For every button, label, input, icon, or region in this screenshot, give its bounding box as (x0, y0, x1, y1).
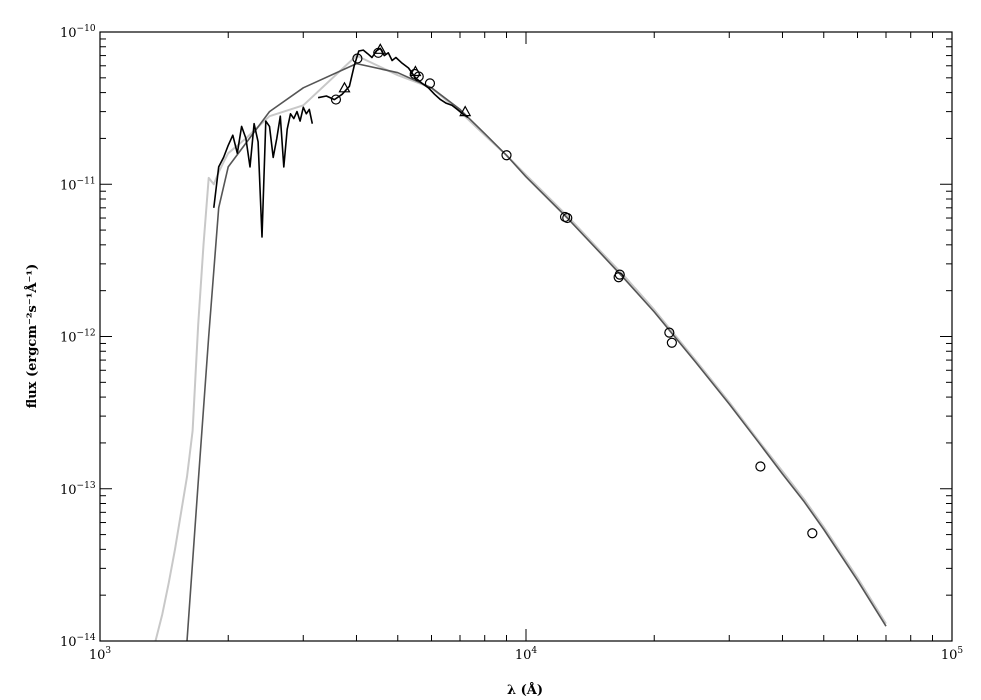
photometry-circle-13 (755, 461, 766, 472)
series-line-0 (154, 54, 887, 641)
photometry-circle-8 (562, 212, 573, 224)
series-line-3 (317, 47, 469, 119)
photometry-circle-7 (559, 211, 571, 223)
y-tick-label: 10−10 (60, 24, 96, 41)
photometry-circle-1 (352, 53, 363, 64)
plot-frame (99, 31, 953, 642)
photometry-circle-0 (330, 94, 342, 105)
photometry-triangle-2 (409, 65, 422, 77)
photometry-circle-11 (664, 327, 675, 338)
x-axis-title: λ (Å) (507, 682, 543, 698)
x-tick-label: 103 (89, 646, 112, 663)
photometry-circle-10 (614, 269, 625, 280)
photometry-circle-12 (666, 337, 677, 348)
series-line-2 (213, 106, 314, 238)
photometry-triangle-1 (374, 43, 387, 54)
series-layer (154, 47, 887, 641)
x-tick-label: 105 (941, 646, 964, 663)
photometry-triangle-0 (338, 81, 351, 93)
y-tick-label: 10−11 (60, 176, 96, 193)
photometry-triangle-3 (459, 105, 472, 117)
x-tick-label: 104 (515, 646, 538, 663)
y-tick-label: 10−14 (60, 633, 96, 650)
photometry-circle-5 (424, 78, 436, 89)
photometry-circle-14 (807, 528, 818, 539)
y-tick-label: 10−12 (60, 329, 96, 346)
y-tick-label: 10−13 (60, 481, 96, 498)
marker-layer (330, 43, 818, 539)
y-axis-title: flux (ergcm⁻²s⁻¹Å⁻¹) (24, 264, 40, 408)
photometry-circle-6 (501, 150, 512, 161)
series-line-1 (186, 62, 887, 641)
